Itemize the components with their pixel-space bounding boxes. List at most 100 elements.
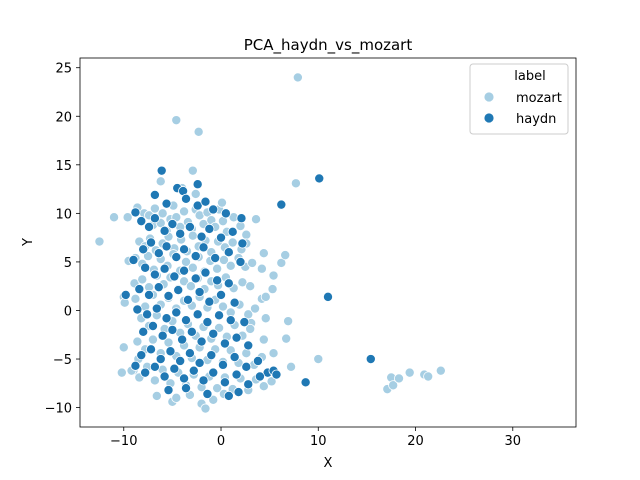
data-point-haydn [165,346,176,357]
data-point-haydn [243,340,254,351]
x-tick-label: 20 [407,434,424,449]
data-point-haydn [190,251,201,262]
data-point-haydn [202,317,213,328]
data-point-mozart [283,316,294,327]
data-point-haydn [171,307,182,318]
data-point-mozart [94,236,105,247]
data-point-haydn [239,317,250,328]
data-points [94,72,446,414]
y-axis-label: Y [21,238,36,247]
x-tick-label: 0 [217,434,225,449]
data-point-haydn [219,338,230,349]
x-tick-label: −10 [110,434,137,449]
data-point-mozart [260,313,271,324]
data-point-haydn [217,359,228,370]
data-point-mozart [143,251,154,262]
data-point-haydn [202,388,213,399]
data-point-haydn [271,369,282,380]
data-point-haydn [138,326,149,337]
data-point-haydn [161,313,172,324]
data-point-mozart [290,178,301,189]
data-point-haydn [169,271,180,282]
data-point-haydn [208,204,219,215]
data-point-haydn [134,284,145,295]
data-point-haydn [200,267,211,278]
data-point-haydn [223,390,234,401]
legend-title: label [514,69,545,84]
data-point-haydn [159,263,170,274]
data-point-haydn [179,265,190,276]
data-point-mozart [292,72,303,83]
data-point-haydn [254,371,265,382]
data-point-mozart [266,376,277,387]
data-point-mozart [185,281,196,292]
data-point-mozart [276,257,287,268]
data-point-haydn [147,321,158,332]
data-point-haydn [179,373,190,384]
data-point-haydn [212,275,223,286]
data-point-mozart [155,176,166,187]
data-point-haydn [159,225,170,236]
data-point-haydn [163,385,174,396]
data-point-haydn [196,231,207,242]
data-point-haydn [161,198,172,209]
data-point-mozart [137,274,148,285]
data-point-mozart [147,334,158,345]
data-point-mozart [212,383,223,394]
data-point-haydn [175,228,186,239]
data-point-haydn [136,216,147,227]
data-point-haydn [190,273,201,284]
data-point-haydn [120,289,131,300]
data-point-mozart [250,303,261,314]
data-point-mozart [435,365,446,376]
data-point-haydn [182,294,193,305]
data-point-mozart [187,165,198,176]
data-point-haydn [192,179,203,190]
data-point-haydn [192,309,203,320]
data-point-haydn [145,237,156,248]
legend-box [469,63,569,135]
data-point-haydn [149,213,160,224]
legend-marker-mozart [483,91,495,103]
data-point-haydn [214,310,225,321]
data-point-mozart [171,392,182,403]
data-point-haydn [276,199,287,210]
data-point-haydn [153,282,164,293]
data-point-haydn [196,336,207,347]
y-tick-label: 20 [55,110,72,125]
data-point-haydn [140,367,151,378]
y-tick-label: 25 [55,62,72,77]
data-point-haydn [231,369,242,380]
data-point-haydn [229,297,240,308]
data-point-haydn [206,350,217,361]
data-point-haydn [151,303,162,314]
data-point-mozart [200,403,211,414]
data-point-mozart [116,367,127,378]
data-point-mozart [268,270,279,281]
data-point-haydn [144,221,155,232]
data-point-haydn [145,344,156,355]
data-point-haydn [188,365,199,376]
x-tick-label: 10 [310,434,327,449]
data-point-haydn [237,238,248,249]
data-point-mozart [286,361,297,372]
data-point-haydn [225,315,236,326]
legend-label-haydn: haydn [516,112,556,127]
data-point-haydn [194,357,205,368]
data-point-mozart [227,237,238,248]
data-point-haydn [236,213,247,224]
data-point-haydn [181,315,192,326]
data-point-mozart [122,212,133,223]
data-point-haydn [219,377,230,388]
data-point-haydn [167,324,178,335]
data-point-mozart [179,206,190,217]
data-point-mozart [243,309,254,320]
data-point-haydn [142,309,153,320]
data-point-mozart [149,203,160,214]
y-tick-label: −5 [53,353,72,368]
data-point-haydn [149,361,160,372]
data-point-haydn [184,221,195,232]
data-point-haydn [179,244,190,255]
data-point-mozart [179,276,190,287]
data-point-haydn [322,291,333,302]
